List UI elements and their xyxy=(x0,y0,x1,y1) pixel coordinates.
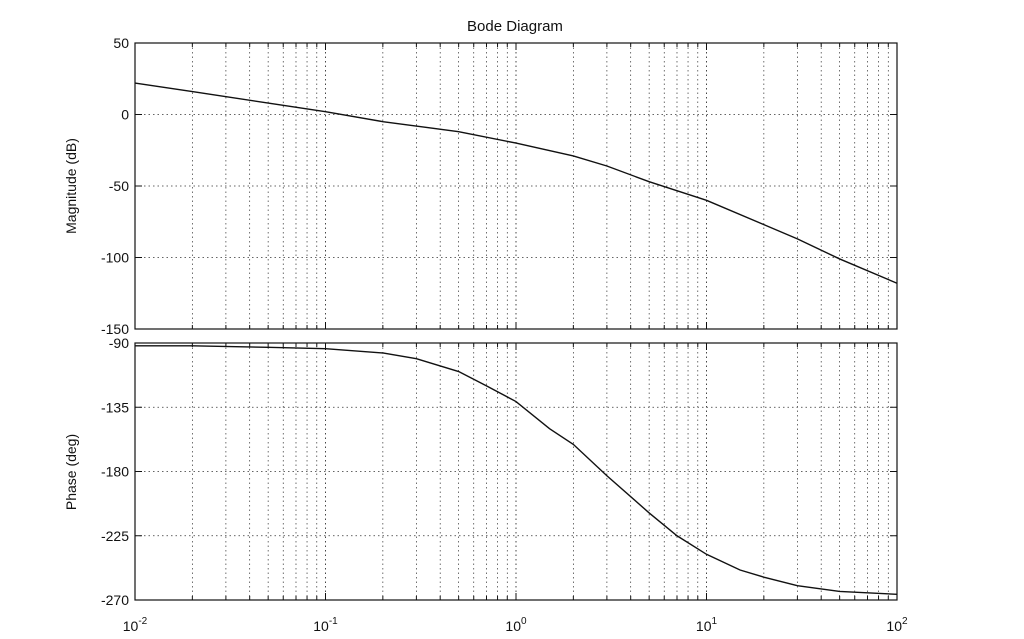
magnitude-ylabel: Magnitude (dB) xyxy=(63,138,79,234)
x-axis-ticks: 10-2 10-1 100 101 102 xyxy=(123,616,908,634)
x-tick-label: 102 xyxy=(886,616,908,634)
phase-y-ticks: -90 -135 -180 -225 -270 xyxy=(101,335,129,608)
phase-series-line xyxy=(135,345,898,595)
phase-plot-area xyxy=(135,343,897,600)
phase-ytick-label: -90 xyxy=(109,335,129,351)
phase-ylabel: Phase (deg) xyxy=(63,434,79,510)
phase-ytick-label: -225 xyxy=(101,528,129,544)
magnitude-panel: 50 0 -50 -100 -150 Magnitude (dB) xyxy=(63,35,898,337)
magnitude-ytick-label: -100 xyxy=(101,250,129,266)
magnitude-series-line xyxy=(134,82,898,284)
phase-panel: -90 -135 -180 -225 -270 Phase (deg) xyxy=(63,335,898,608)
magnitude-ytick-label: -150 xyxy=(101,321,129,337)
phase-ytick-label: -135 xyxy=(101,399,129,415)
phase-frame xyxy=(134,342,898,601)
chart-title: Bode Diagram xyxy=(467,18,563,35)
magnitude-ytick-label: -50 xyxy=(109,178,129,194)
phase-grid xyxy=(135,342,897,601)
magnitude-ytick-label: 0 xyxy=(121,107,129,123)
magnitude-y-ticks: 50 0 -50 -100 -150 xyxy=(101,35,129,337)
phase-ytick-label: -180 xyxy=(101,464,129,480)
magnitude-ytick-label: 50 xyxy=(113,35,129,51)
x-tick-label: 101 xyxy=(696,616,718,634)
x-tick-label: 100 xyxy=(505,616,527,634)
phase-ytick-label: -270 xyxy=(101,592,129,608)
magnitude-frame xyxy=(134,42,898,330)
x-tick-label: 10-2 xyxy=(123,616,148,634)
x-tick-label: 10-1 xyxy=(313,616,338,634)
